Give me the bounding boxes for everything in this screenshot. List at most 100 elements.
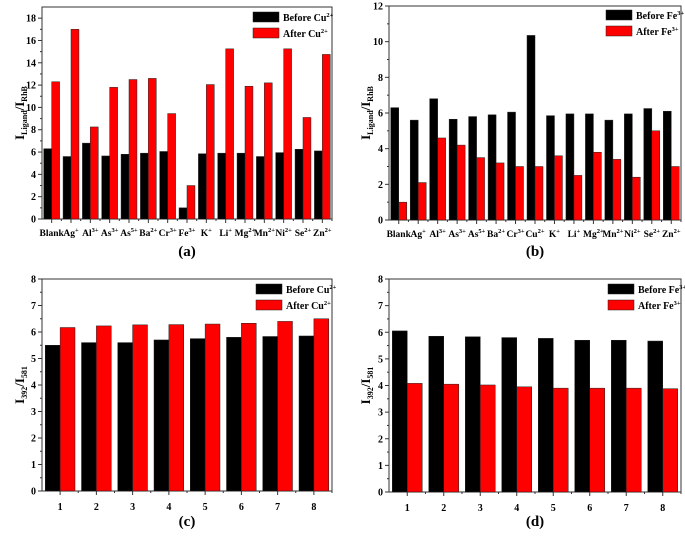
bar-after-5 [589, 387, 605, 493]
category-name: K [201, 229, 209, 239]
bar-before-5 [574, 339, 590, 493]
category-charge: + [556, 228, 560, 235]
bar-before-6 [507, 111, 516, 221]
y-axis-label: I392/I581 [12, 366, 29, 404]
bar-after-5 [241, 323, 257, 492]
category-name: 2 [441, 503, 446, 514]
category-charge: 2+ [597, 228, 604, 235]
bar-before-7 [178, 207, 188, 220]
bar-before-12 [275, 152, 284, 220]
bar-after-7 [662, 388, 678, 493]
category-charge: 5+ [478, 228, 485, 235]
bar-after-4 [553, 387, 569, 493]
legend: Before Cu2+After Cu2+ [255, 283, 337, 312]
legend-swatch-before [607, 283, 635, 295]
category-name: 6 [239, 502, 244, 513]
legend-series-name: After Fe [638, 301, 674, 312]
y-label-symbol: I [358, 135, 373, 140]
legend-swatch-after [255, 299, 283, 311]
category-name: Ni [624, 230, 634, 240]
category-name: Ba [487, 230, 498, 240]
y-tick-label: 5 [378, 354, 383, 365]
category-name: 8 [660, 503, 665, 514]
category-charge: 3+ [439, 228, 446, 235]
y-tick-label: 6 [378, 328, 383, 339]
y-tick-label: 14 [26, 58, 36, 69]
category-name: 2 [94, 502, 99, 513]
bar-before-2 [82, 142, 91, 220]
bar-before-2 [429, 98, 438, 221]
x-category-label: Blank [387, 230, 412, 240]
x-category-label: Al3+ [82, 227, 99, 239]
bar-after-0 [398, 201, 407, 221]
category-name: Fe [179, 229, 189, 239]
x-category-label: 1 [405, 503, 410, 514]
y-tick-label: 0 [378, 216, 383, 227]
y-tick-label: 5 [31, 354, 36, 365]
category-charge: 3+ [170, 227, 177, 234]
bar-before-12 [624, 113, 633, 221]
bar-after-11 [264, 82, 273, 220]
category-name: Blank [40, 229, 65, 239]
category-charge: 2+ [617, 228, 624, 235]
category-charge: + [208, 227, 212, 234]
category-charge: 2+ [248, 227, 255, 234]
legend-series-charge: 2+ [321, 28, 328, 35]
x-category-label: As5+ [468, 228, 486, 240]
x-category-label: 3 [130, 502, 135, 513]
category-name: 7 [275, 502, 280, 513]
category-name: 7 [624, 503, 629, 514]
y-axis-label: I392/I581 [358, 367, 375, 405]
bar-before-1 [409, 119, 419, 221]
bar-before-11 [604, 119, 614, 221]
x-category-label: Se2+ [644, 228, 661, 240]
legend-swatch-before [255, 283, 283, 295]
y-tick-label: 4 [31, 381, 36, 392]
x-category-label: 8 [660, 503, 665, 514]
y-tick-label: 10 [373, 37, 383, 48]
y-tick-label: 1 [31, 460, 36, 471]
category-name: Blank [387, 230, 412, 240]
legend-series-charge: 3+ [679, 284, 685, 291]
bar-before-6 [159, 151, 168, 220]
y-tick-label: 18 [26, 14, 36, 25]
y-tick-label: 12 [373, 2, 383, 13]
x-category-label: Li+ [219, 227, 232, 239]
category-name: Al [82, 229, 92, 239]
category-name: Cr [159, 229, 171, 239]
bar-before-8 [198, 153, 207, 220]
bar-after-1 [70, 29, 80, 220]
x-category-label: K+ [201, 227, 212, 239]
panel-label: (d) [526, 514, 544, 530]
bar-before-0 [392, 330, 408, 493]
y-tick-label: 7 [31, 301, 36, 312]
y-tick-label: 7 [378, 301, 383, 312]
y-tick-label: 2 [31, 192, 36, 203]
x-category-label: Mn2+ [602, 228, 624, 240]
bar-after-6 [167, 113, 176, 220]
y-tick-label: 0 [31, 487, 36, 498]
category-name: Mn [254, 229, 269, 239]
bar-before-7 [298, 335, 315, 492]
bar-after-1 [417, 182, 427, 221]
bar-before-5 [226, 337, 242, 492]
bar-before-4 [538, 338, 554, 493]
bar-after-6 [277, 321, 293, 492]
bar-after-14 [322, 54, 331, 220]
category-charge: 2+ [634, 228, 641, 235]
category-name: K [549, 230, 557, 240]
x-category-label: 1 [58, 502, 63, 513]
category-charge: 2+ [538, 228, 545, 235]
category-name: Ag [411, 230, 423, 240]
bar-after-4 [128, 79, 138, 220]
bar-before-2 [465, 336, 481, 493]
bar-before-2 [117, 342, 133, 492]
legend-label-before: Before Fe3+ [636, 10, 684, 22]
x-category-label: As3+ [448, 228, 466, 240]
y-tick-label: 12 [26, 81, 36, 92]
y-label-separator: /I [358, 379, 373, 389]
